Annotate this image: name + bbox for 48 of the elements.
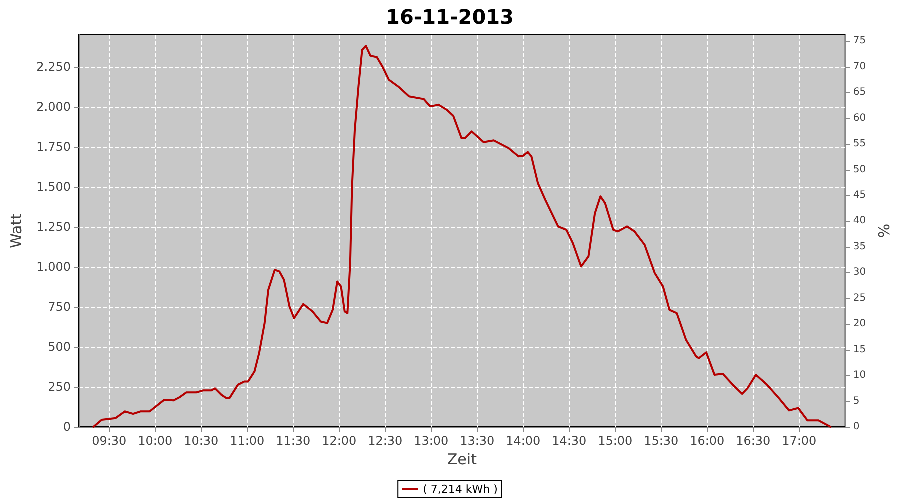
x-tick-label: 15:30 bbox=[644, 434, 679, 448]
x-tick-label: 13:00 bbox=[414, 434, 449, 448]
y-tick-label: 1.250 bbox=[36, 220, 71, 234]
x-tick-label: 17:00 bbox=[782, 434, 817, 448]
x-tick-label: 14:30 bbox=[552, 434, 587, 448]
y2-tick-label: 15 bbox=[853, 344, 866, 356]
y-tick-label: 750 bbox=[48, 300, 71, 314]
x-tick-label: 12:00 bbox=[322, 434, 357, 448]
y2-tick-label: 45 bbox=[853, 190, 866, 202]
x-tick-label: 16:00 bbox=[690, 434, 725, 448]
y2-tick-label: 5 bbox=[853, 396, 860, 407]
y2-tick-label: 30 bbox=[853, 267, 866, 278]
y2-tick-label: 60 bbox=[853, 112, 866, 124]
y-tick-label: 0 bbox=[63, 420, 71, 434]
y2-tick-label: 50 bbox=[853, 164, 866, 176]
y-tick-label: 1.000 bbox=[36, 260, 71, 274]
y2-tick-label: 40 bbox=[853, 216, 866, 227]
x-tick-label: 11:00 bbox=[230, 434, 265, 448]
x-tick-label: 10:30 bbox=[184, 434, 219, 448]
chart-title: 16-11-2013 bbox=[386, 5, 514, 29]
y2-tick-label: 55 bbox=[853, 138, 866, 150]
y2-tick-label: 10 bbox=[853, 370, 866, 382]
y2-tick-label: 35 bbox=[853, 241, 866, 252]
x-tick-label: 14:00 bbox=[506, 434, 541, 448]
y-tick-label: 2.250 bbox=[36, 60, 71, 74]
line-series bbox=[92, 45, 832, 428]
y2-tick-label: 75 bbox=[853, 36, 866, 47]
legend-label: ( 7,214 kWh ) bbox=[423, 483, 498, 496]
x-tick-label: 15:00 bbox=[598, 434, 633, 448]
y2-tick-label: 70 bbox=[853, 61, 866, 72]
y2-axis-title: % bbox=[876, 224, 894, 238]
x-tick-label: 10:00 bbox=[138, 434, 173, 448]
x-tick-label: 16:30 bbox=[736, 434, 771, 448]
x-tick-label: 13:30 bbox=[460, 434, 495, 448]
y-tick-label: 2.000 bbox=[36, 100, 71, 114]
y-tick-label: 250 bbox=[48, 380, 71, 394]
y-tick-label: 500 bbox=[48, 340, 71, 354]
x-tick-label: 11:30 bbox=[276, 434, 311, 448]
y-tick-label: 1.750 bbox=[36, 140, 71, 154]
x-tick-label: 12:30 bbox=[368, 434, 403, 448]
y2-tick-label: 65 bbox=[853, 87, 866, 98]
x-tick-label: 09:30 bbox=[92, 434, 127, 448]
y2-tick-label: 25 bbox=[853, 292, 866, 304]
y2-tick-label: 20 bbox=[853, 318, 866, 330]
y-axis-title: Watt bbox=[8, 213, 26, 248]
y-tick-label: 1.500 bbox=[36, 180, 71, 194]
y2-tick-label: 0 bbox=[853, 422, 860, 432]
x-axis-title: Zeit bbox=[447, 450, 478, 468]
